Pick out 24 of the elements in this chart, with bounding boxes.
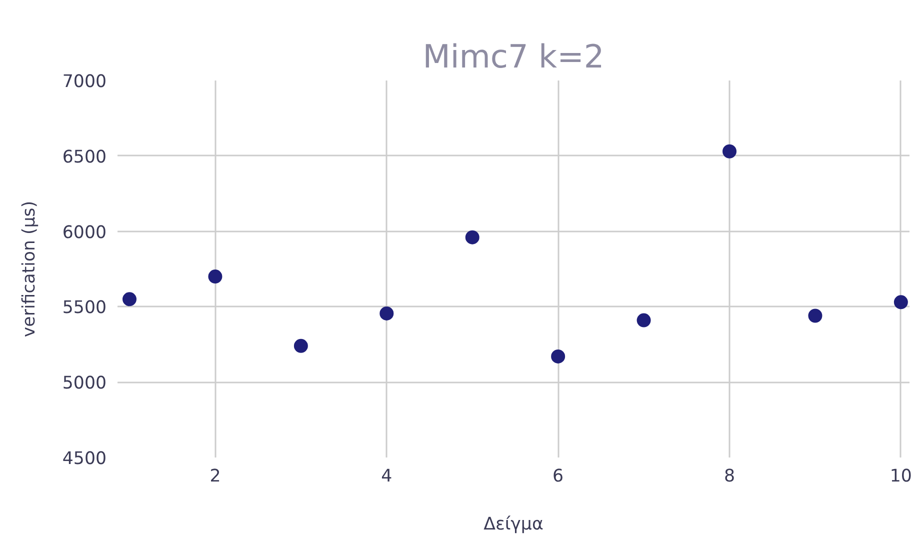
point	[722, 144, 736, 158]
point	[636, 313, 651, 328]
chart-title: Mimc7 k=2	[422, 38, 604, 76]
y-tick-label: 6000	[62, 222, 107, 243]
x-tick-label: 10	[890, 466, 912, 486]
x-tick-label: 6	[552, 466, 564, 486]
point	[808, 308, 822, 323]
point	[380, 306, 394, 320]
y-tick-label: 4500	[62, 449, 107, 469]
point	[294, 338, 308, 353]
x-axis-title: Δείγμα	[484, 514, 544, 534]
point	[551, 349, 566, 364]
x-tick-label: 8	[724, 466, 736, 486]
y-tick-label: 7000	[62, 72, 107, 92]
y-tick-label: 5500	[62, 298, 107, 318]
y-tick-label: 6500	[62, 147, 107, 168]
y-axis-title: verification (μs)	[19, 200, 40, 338]
x-tick-label: 4	[381, 466, 392, 486]
x-tick-label: 2	[210, 466, 221, 486]
point	[894, 295, 908, 310]
point	[208, 270, 222, 284]
point	[122, 292, 136, 306]
point	[465, 230, 480, 244]
y-tick-label: 5000	[62, 374, 107, 394]
